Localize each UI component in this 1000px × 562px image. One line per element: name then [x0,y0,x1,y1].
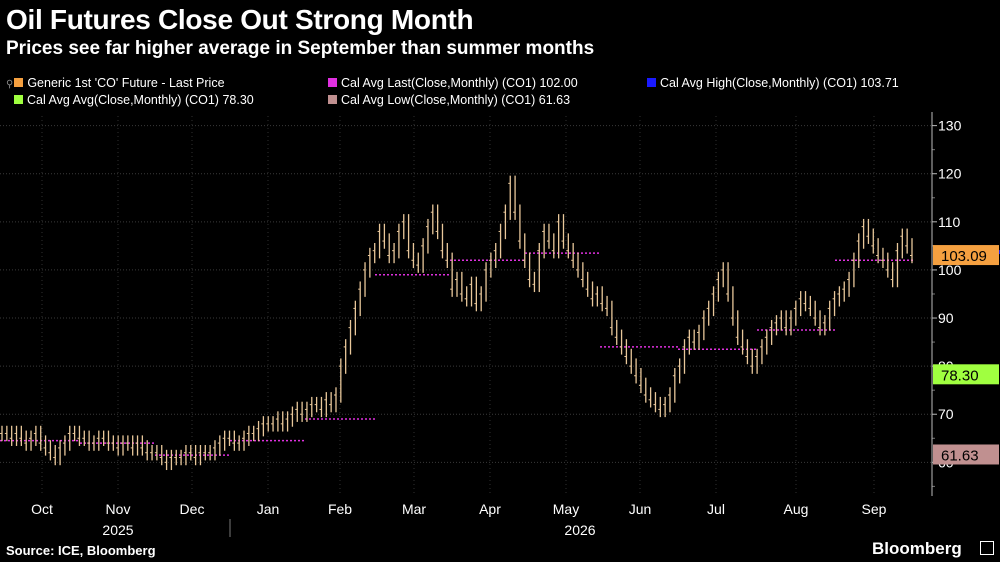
x-tick-label: Jun [629,501,652,517]
x-tick-label: Jan [257,501,280,517]
x-tick-label: Feb [328,501,352,517]
legend-item-cal-avg-avg: Cal Avg Avg(Close,Monthly) (CO1) 78.30 [14,93,254,107]
legend-pin-icon: ⚲ [6,79,14,90]
legend-item-last-price: ⚲ Generic 1st 'CO' Future - Last Price [6,76,225,90]
x-tick-label: Jul [707,501,725,517]
chart-title: Oil Futures Close Out Strong Month [6,4,474,35]
y-tick-label: 100 [938,262,962,278]
bloomberg-terminal-icon [980,541,994,555]
legend-swatch [14,95,23,104]
x-tick-label: Oct [31,501,53,517]
legend-swatch [328,95,337,104]
x-tick-label: Aug [784,501,809,517]
value-badge [933,245,999,266]
value-badge-label: 61.63 [941,447,979,464]
value-badge [933,364,999,385]
y-tick-label: 90 [938,310,954,326]
legend-item-cal-avg-high: Cal Avg High(Close,Monthly) (CO1) 103.71 [647,76,899,90]
legend-swatch [14,78,24,87]
legend-swatch [328,78,337,87]
legend-item-cal-avg-low: Cal Avg Low(Close,Monthly) (CO1) 61.63 [328,93,570,107]
bloomberg-logo: Bloomberg [872,539,962,558]
y-tick-label: 130 [938,118,962,134]
x-tick-label: Nov [106,501,131,517]
x-tick-label: Mar [402,501,426,517]
x-tick-label: Dec [180,501,205,517]
x-tick-label: May [553,501,579,517]
legend-label: Cal Avg Low(Close,Monthly) (CO1) 61.63 [341,93,571,107]
source-note: Source: ICE, Bloomberg [6,543,156,558]
year-label: 2025 [102,522,133,538]
x-tick-label: Sep [862,501,887,517]
legend-item-cal-avg-last: Cal Avg Last(Close,Monthly) (CO1) 102.00 [328,76,578,90]
year-label: 2026 [564,522,595,538]
value-badge-label: 78.30 [941,367,979,384]
x-tick-label: Apr [479,501,501,517]
chart-subtitle: Prices see far higher average in Septemb… [6,38,595,59]
y-tick-label: 120 [938,166,962,182]
legend-label: Cal Avg High(Close,Monthly) (CO1) 103.71 [660,76,899,90]
y-tick-label: 110 [938,214,961,230]
legend-label: Generic 1st 'CO' Future - Last Price [27,76,225,90]
legend-swatch [647,78,656,87]
value-badge-label: 103.09 [941,248,987,265]
value-badge [933,444,999,465]
legend-label: Cal Avg Avg(Close,Monthly) (CO1) 78.30 [27,93,254,107]
y-tick-label: 70 [938,406,954,422]
legend-label: Cal Avg Last(Close,Monthly) (CO1) 102.00 [341,76,578,90]
